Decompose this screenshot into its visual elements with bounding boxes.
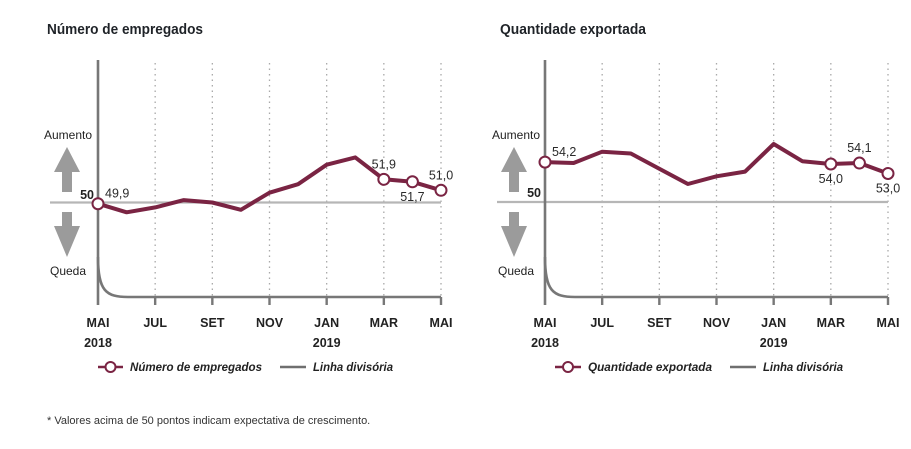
data-label: 51,9 xyxy=(372,157,396,171)
data-point-marker xyxy=(434,183,448,197)
increase-label: Aumento xyxy=(492,128,540,142)
arrow-down-icon xyxy=(54,212,80,257)
legend-divider-label: Linha divisória xyxy=(763,360,843,374)
data-point-marker xyxy=(405,175,419,189)
chart-numero-de-empregados: Número de empregados Aumento Queda 50 MA… xyxy=(44,22,453,374)
x-tick-label: MAR xyxy=(817,316,845,330)
arrow-down-icon xyxy=(501,212,527,257)
chart-title: Quantidade exportada xyxy=(500,22,647,38)
data-label: 54,1 xyxy=(847,141,871,155)
x-tick-label: MAI xyxy=(430,316,453,330)
x-tick-label: MAI xyxy=(877,316,900,330)
x-tick-label: MAI xyxy=(87,316,110,330)
divider-line xyxy=(96,256,441,299)
data-point-marker xyxy=(881,167,895,180)
data-point-marker xyxy=(377,172,391,186)
data-point-marker xyxy=(852,156,866,170)
data-label: 54,0 xyxy=(819,172,843,186)
data-point-marker xyxy=(91,197,105,211)
year-label: 2019 xyxy=(313,336,341,350)
data-label: 49,9 xyxy=(105,187,129,201)
decrease-label: Queda xyxy=(498,264,534,278)
arrow-up-icon xyxy=(501,147,527,192)
chart-title: Número de empregados xyxy=(47,22,203,38)
x-tick-label: MAR xyxy=(370,316,398,330)
legend: Quantidade exportada Linha divisória xyxy=(555,360,843,374)
x-tick-label: MAI xyxy=(534,316,557,330)
data-label: 54,2 xyxy=(552,145,576,159)
data-label: 51,7 xyxy=(400,190,424,204)
data-label: 53,0 xyxy=(876,182,900,196)
x-tick-label: JUL xyxy=(143,316,167,330)
divider-line xyxy=(543,256,888,299)
year-label: 2019 xyxy=(760,336,788,350)
legend-series-marker xyxy=(104,361,117,373)
x-tick-label: SET xyxy=(647,316,672,330)
baseline-value-label: 50 xyxy=(80,188,94,202)
data-point-marker xyxy=(538,155,552,169)
chart-quantidade-exportada: Quantidade exportada Aumento Queda 50 MA… xyxy=(492,22,900,374)
year-label: 2018 xyxy=(84,336,112,350)
arrow-up-icon xyxy=(54,147,80,192)
x-tick-label: NOV xyxy=(256,316,284,330)
x-tick-label: JAN xyxy=(314,316,339,330)
legend-divider-label: Linha divisória xyxy=(313,360,393,374)
baseline-value-label: 50 xyxy=(527,186,541,200)
legend: Número de empregados Linha divisória xyxy=(98,360,393,374)
plot-area: MAI JUL SET NOV JAN MAR MAI 2018 2019 49,9 51,9 51,… xyxy=(50,60,453,350)
legend-series-label: Quantidade exportada xyxy=(588,360,712,374)
x-tick-label: JUL xyxy=(590,316,614,330)
increase-label: Aumento xyxy=(44,128,92,142)
footnote: * Valores acima de 50 pontos indicam exp… xyxy=(47,415,370,427)
plot-area: MAI JUL SET NOV JAN MAR MAI 2018 2019 54,2 54,0 54,… xyxy=(497,60,900,350)
data-point-marker xyxy=(824,157,838,171)
x-tick-label: JAN xyxy=(761,316,786,330)
decrease-label: Queda xyxy=(50,264,86,278)
year-label: 2018 xyxy=(531,336,559,350)
x-tick-label: NOV xyxy=(703,316,731,330)
data-label: 51,0 xyxy=(429,168,453,182)
x-tick-label: SET xyxy=(200,316,225,330)
legend-series-label: Número de empregados xyxy=(130,360,262,374)
legend-series-marker xyxy=(562,361,574,373)
